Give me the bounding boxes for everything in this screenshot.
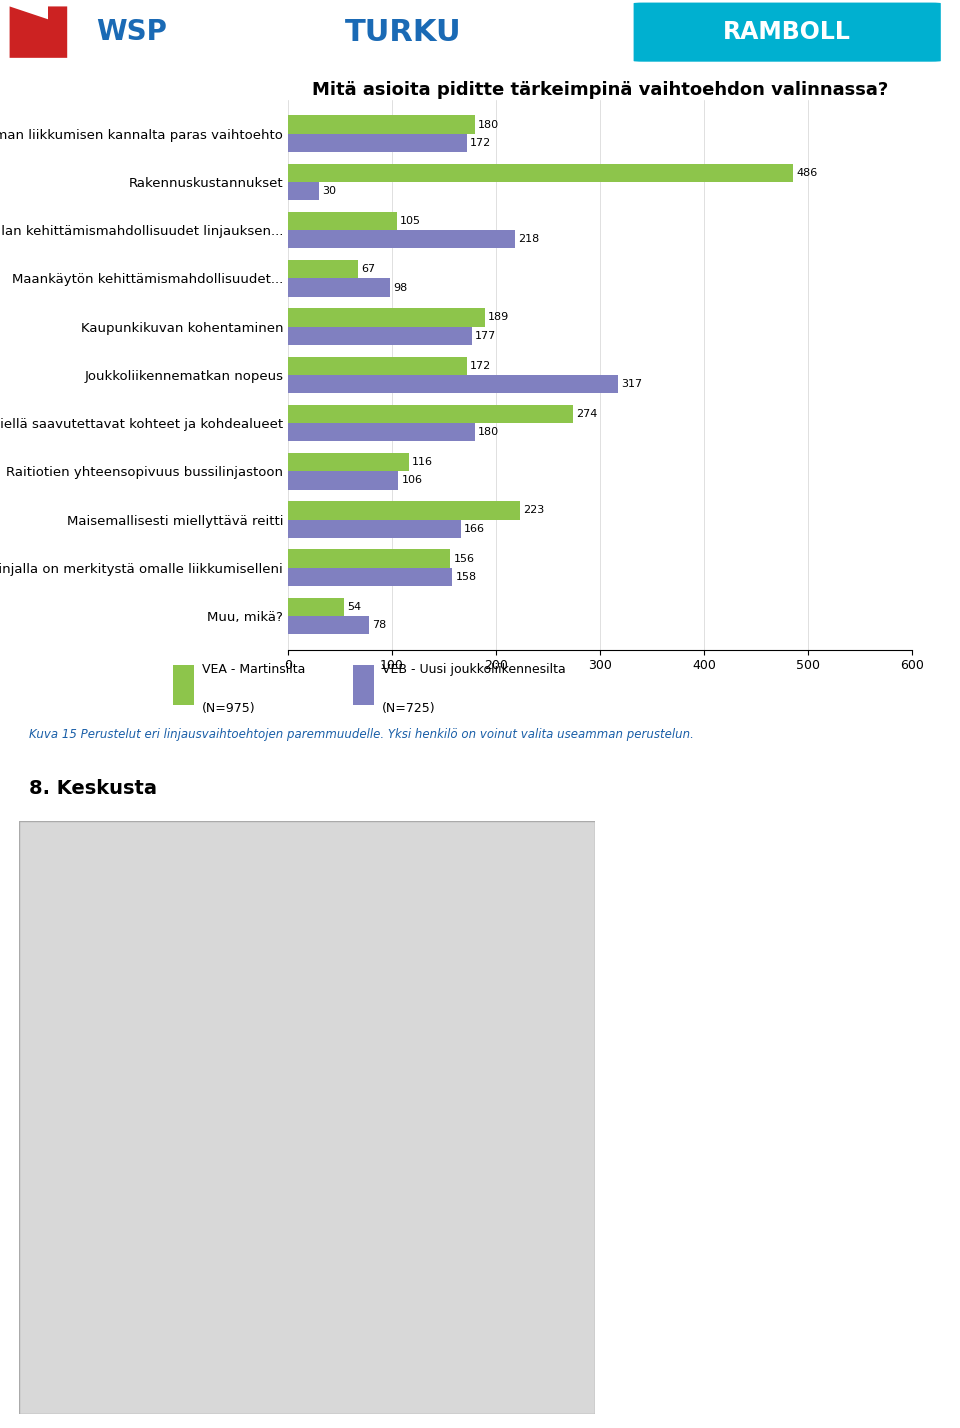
Bar: [288, 357, 467, 374]
Polygon shape: [10, 6, 67, 57]
Bar: [288, 327, 472, 346]
Bar: [288, 520, 461, 538]
Text: (N=725): (N=725): [381, 703, 435, 715]
Text: 317: 317: [621, 378, 642, 388]
Text: 30: 30: [323, 186, 336, 196]
FancyBboxPatch shape: [634, 3, 941, 61]
Bar: [288, 230, 515, 248]
Text: WSP: WSP: [96, 19, 167, 46]
Bar: [288, 134, 467, 151]
Bar: [288, 423, 475, 441]
Text: 172: 172: [470, 139, 492, 149]
Bar: [288, 550, 450, 568]
Bar: [288, 164, 793, 181]
Bar: [288, 260, 358, 278]
Bar: [288, 211, 397, 230]
Text: 180: 180: [478, 427, 499, 437]
Text: 172: 172: [470, 361, 492, 371]
Text: 78: 78: [372, 620, 387, 630]
Text: 486: 486: [797, 167, 818, 177]
Bar: [352, 665, 374, 704]
Text: 218: 218: [517, 234, 540, 244]
Bar: [173, 665, 194, 704]
Text: 177: 177: [475, 331, 496, 341]
Text: 116: 116: [412, 457, 433, 467]
Bar: [288, 568, 452, 585]
Text: 156: 156: [453, 554, 474, 564]
Bar: [288, 453, 409, 471]
Text: TURKU: TURKU: [345, 17, 462, 47]
Text: 223: 223: [523, 506, 544, 516]
Bar: [288, 308, 485, 327]
Bar: [288, 615, 369, 634]
Bar: [288, 278, 390, 297]
Text: 54: 54: [348, 601, 361, 611]
Bar: [288, 404, 573, 423]
Bar: [288, 598, 345, 615]
Bar: [288, 374, 617, 393]
Text: 106: 106: [401, 476, 422, 486]
Bar: [173, 661, 191, 695]
Text: 158: 158: [455, 573, 476, 583]
Bar: [288, 181, 319, 200]
Text: VEA - Martinsilta (N=975): VEA - Martinsilta (N=975): [198, 671, 359, 685]
Text: Mitä asioita piditte tärkeimpinä vaihtoehdon valinnassa?: Mitä asioita piditte tärkeimpinä vaihtoe…: [312, 81, 888, 99]
Text: 180: 180: [478, 120, 499, 130]
FancyBboxPatch shape: [19, 821, 595, 1414]
Bar: [374, 661, 393, 695]
Text: 98: 98: [393, 283, 407, 293]
Text: 105: 105: [400, 216, 421, 226]
Bar: [288, 116, 475, 134]
Text: 67: 67: [361, 264, 375, 274]
Text: 166: 166: [464, 524, 485, 534]
Bar: [288, 471, 398, 490]
Text: VEA - Martinsilta: VEA - Martinsilta: [202, 663, 305, 675]
Text: 189: 189: [488, 313, 509, 323]
Text: Kuva 15 Perustelut eri linjausvaihtoehtojen paremmuudelle. Yksi henkilö on voinu: Kuva 15 Perustelut eri linjausvaihtoehto…: [29, 728, 694, 741]
Text: 274: 274: [576, 408, 597, 418]
Text: RAMBOLL: RAMBOLL: [723, 20, 852, 44]
Text: 8. Keskusta: 8. Keskusta: [29, 778, 156, 798]
Text: VEB - Uusi joukkoliikennesilta: VEB - Uusi joukkoliikennesilta: [381, 663, 565, 675]
Text: VEB - Uusi joukkoliikennesilta (N=725): VEB - Uusi joukkoliikennesilta (N=725): [399, 671, 641, 685]
Text: (N=975): (N=975): [202, 703, 255, 715]
Bar: [288, 501, 520, 520]
